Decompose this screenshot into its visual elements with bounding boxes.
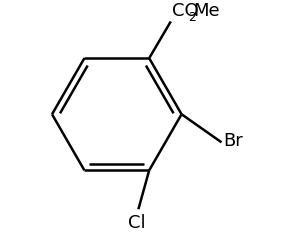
Text: CO: CO (172, 2, 199, 20)
Text: 2: 2 (188, 11, 196, 24)
Text: Cl: Cl (129, 213, 146, 232)
Text: Br: Br (224, 132, 243, 150)
Text: Me: Me (193, 2, 220, 20)
